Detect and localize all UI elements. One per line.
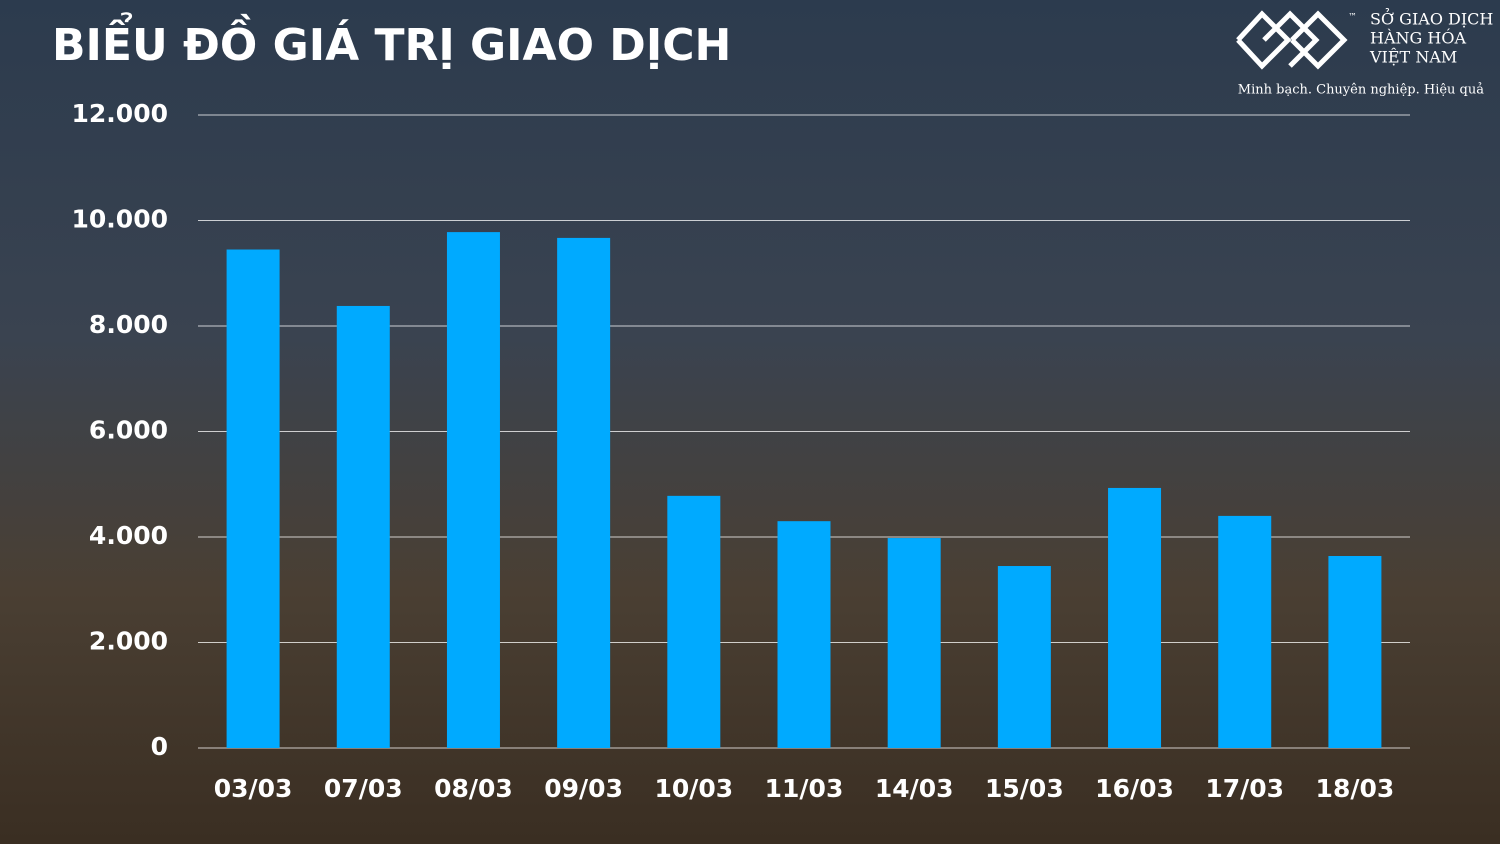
logo-tm: ™ (1348, 13, 1357, 23)
bar (1328, 555, 1382, 748)
logo (1236, 10, 1348, 70)
y-tick-label: 0 (151, 732, 168, 761)
x-tick-label: 03/03 (214, 774, 293, 803)
y-tick-label: 8.000 (89, 310, 168, 339)
chart-title: BIỂU ĐỒ GIÁ TRỊ GIAO DỊCH (52, 11, 731, 71)
bar (887, 538, 941, 748)
bar (226, 249, 280, 748)
x-tick-label: 18/03 (1316, 774, 1395, 803)
x-tick-label: 17/03 (1205, 774, 1284, 803)
x-tick-label: 14/03 (875, 774, 954, 803)
logo-text: VIỆT NAM (1369, 48, 1457, 67)
x-tick-label: 10/03 (654, 774, 733, 803)
y-tick-label: 12.000 (72, 99, 168, 128)
x-tick-label: 11/03 (765, 774, 844, 803)
bar (997, 566, 1051, 748)
bar (777, 521, 831, 748)
y-tick-label: 4.000 (89, 521, 168, 550)
logo-slogan: Minh bạch. Chuyên nghiệp. Hiệu quả (1238, 83, 1484, 98)
bar (1108, 487, 1162, 748)
logo-shape (1290, 10, 1348, 70)
x-tick-label: 16/03 (1095, 774, 1174, 803)
y-tick-label: 6.000 (89, 416, 168, 445)
logo-shape (1236, 10, 1292, 70)
bar (1218, 515, 1272, 748)
x-tick-label: 09/03 (544, 774, 623, 803)
logo-text: SỞ GIAO DỊCH (1370, 7, 1493, 29)
x-tick-label: 15/03 (985, 774, 1064, 803)
y-tick-label: 10.000 (72, 205, 168, 234)
bar (336, 305, 390, 748)
x-tick-label: 07/03 (324, 774, 403, 803)
bar (557, 237, 611, 748)
bar (446, 232, 500, 749)
bar (667, 495, 721, 748)
x-tick-label: 08/03 (434, 774, 513, 803)
y-tick-label: 2.000 (89, 627, 168, 656)
logo-text: HÀNG HÓA (1370, 28, 1466, 48)
